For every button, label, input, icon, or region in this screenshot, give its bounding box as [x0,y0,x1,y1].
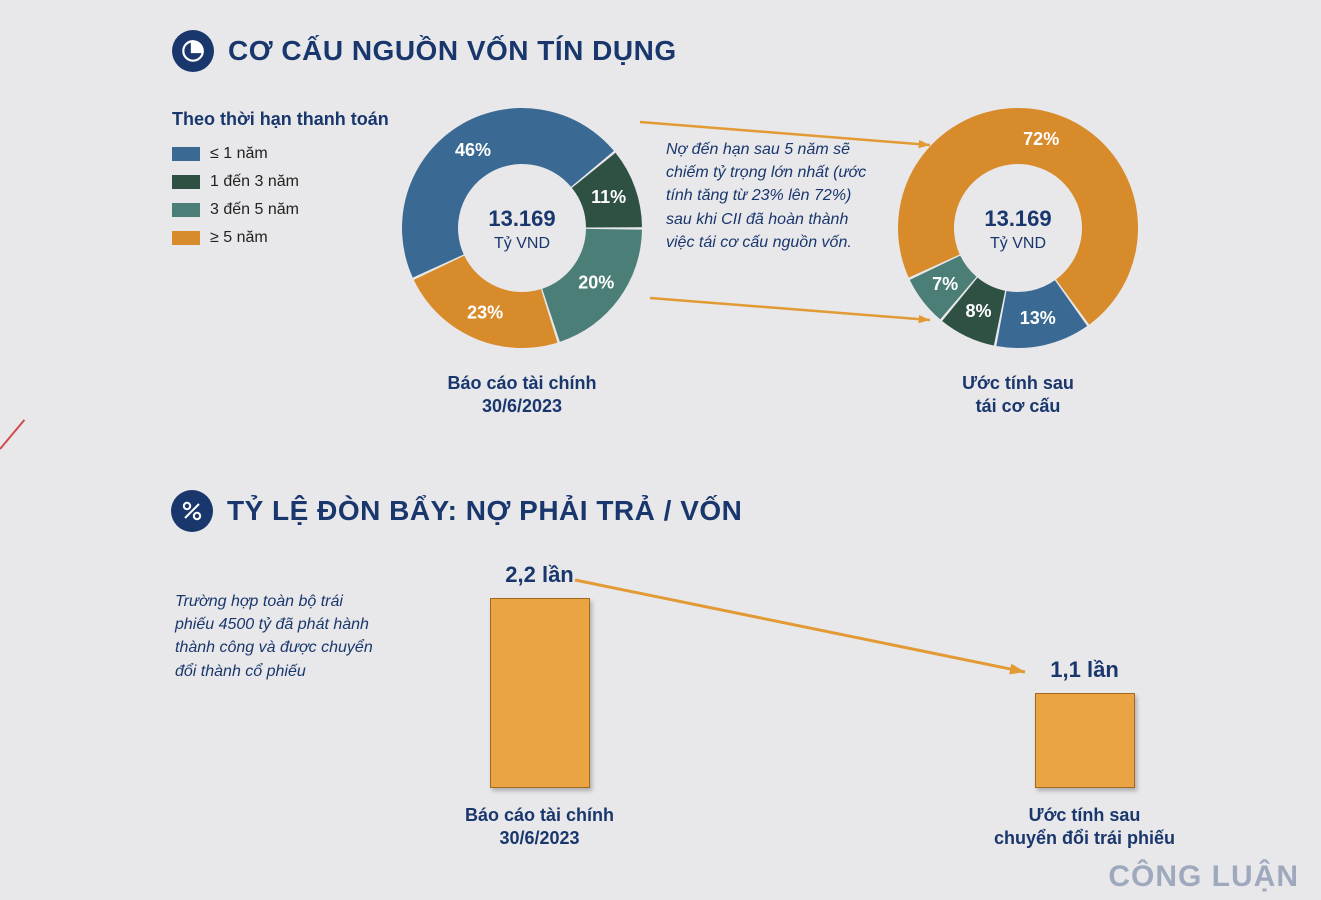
bar-before: 2,2 lần Báo cáo tài chính 30/6/2023 [465,562,614,851]
bar-after: 1,1 lần Ước tính sau chuyển đổi trái phi… [994,562,1175,851]
section-leverage-ratio: TỶ LỆ ĐÒN BẨY: NỢ PHẢI TRẢ / VỐN Trường … [145,490,1281,851]
legend-label: ≤ 1 năm [210,145,268,163]
bar1-caption: Báo cáo tài chính 30/6/2023 [465,804,614,851]
section2-title: TỶ LỆ ĐÒN BẨY: NỢ PHẢI TRẢ / VỐN [227,495,742,527]
donut-slice-label: 23% [467,302,503,322]
decorative-edge-line [0,419,25,449]
donut-center-unit: Tỷ VND [990,235,1046,252]
section1-header: CƠ CẤU NGUỒN VỐN TÍN DỤNG [172,30,1281,72]
donut2-caption-l1: Ước tính sau [962,373,1074,393]
section-credit-structure: CƠ CẤU NGUỒN VỐN TÍN DỤNG Theo thời hạn … [172,30,1281,419]
donut-center-value: 13.169 [488,206,555,231]
donut-slice-label: 20% [578,272,614,292]
bar1-caption-l2: 30/6/2023 [499,828,579,848]
watermark-text: CÔNG LUẬN [1108,860,1299,894]
donut-slice-label: 13% [1020,308,1056,328]
mid-description: Nợ đến hạn sau 5 năm sẽ chiếm tỷ trọng l… [652,128,882,254]
bar2-value-label: 1,1 lần [1050,657,1118,683]
legend-item: 1 đến 3 năm [172,173,392,191]
legend-swatch [172,231,200,245]
donut-slice-label: 11% [591,187,626,207]
section2-header: TỶ LỆ ĐÒN BẨY: NỢ PHẢI TRẢ / VỐN [171,490,1281,532]
donuts-row: Theo thời hạn thanh toán ≤ 1 năm 1 đến 3 … [172,98,1281,419]
bars-row: Trường hợp toàn bộ trái phiếu 4500 tỷ đã… [145,562,1281,851]
bar2-rect [1035,693,1135,788]
donut-slice-label: 7% [932,274,958,294]
bars-description: Trường hợp toàn bộ trái phiếu 4500 tỷ đã… [175,590,375,683]
pie-chart-icon [172,30,214,72]
pie-chart-icon-svg [180,38,206,64]
donut2-caption: Ước tính sau tái cơ cấu [962,372,1074,419]
legend-swatch [172,175,200,189]
donut-chart-before: 46% 11% 20% 23% 13.169 Tỷ VND Báo cáo tài chí… [392,98,652,419]
donut2-svg: 72% 13% 8% 7% 13.169 Tỷ VND [888,98,1148,358]
bar2-caption-l2: chuyển đổi trái phiếu [994,828,1175,848]
bar1-value-label: 2,2 lần [505,562,573,588]
legend-item: ≥ 5 năm [172,229,392,247]
donut-slice-label: 46% [455,140,491,160]
legend-block: Theo thời hạn thanh toán ≤ 1 năm 1 đến 3 … [172,98,392,257]
bar1-caption-l1: Báo cáo tài chính [465,805,614,825]
donut1-caption-l1: Báo cáo tài chính [447,373,596,393]
donut1-svg: 46% 11% 20% 23% 13.169 Tỷ VND [392,98,652,358]
bar2-caption-l1: Ước tính sau [1029,805,1141,825]
donut-center-value: 13.169 [984,206,1051,231]
legend-item: ≤ 1 năm [172,145,392,163]
donut-center-unit: Tỷ VND [494,235,550,252]
bar1-rect [490,598,590,788]
legend-swatch [172,147,200,161]
donut1-caption-l2: 30/6/2023 [482,396,562,416]
legend-label: 1 đến 3 năm [210,173,299,191]
donut-slice-label: 8% [966,301,992,321]
percent-icon [171,490,213,532]
legend-swatch [172,203,200,217]
donut1-caption: Báo cáo tài chính 30/6/2023 [447,372,596,419]
percent-icon-svg [180,499,204,523]
legend-title: Theo thời hạn thanh toán [172,108,392,131]
donut-chart-after: 72% 13% 8% 7% 13.169 Tỷ VND Ước tính sau tái … [888,98,1148,419]
bar2-caption: Ước tính sau chuyển đổi trái phiếu [994,804,1175,851]
legend-item: 3 đến 5 năm [172,201,392,219]
donut2-caption-l2: tái cơ cấu [976,396,1061,416]
legend-label: 3 đến 5 năm [210,201,299,219]
donut-slice-label: 72% [1023,129,1059,149]
legend-label: ≥ 5 năm [210,229,268,247]
section1-title: CƠ CẤU NGUỒN VỐN TÍN DỤNG [228,35,677,67]
